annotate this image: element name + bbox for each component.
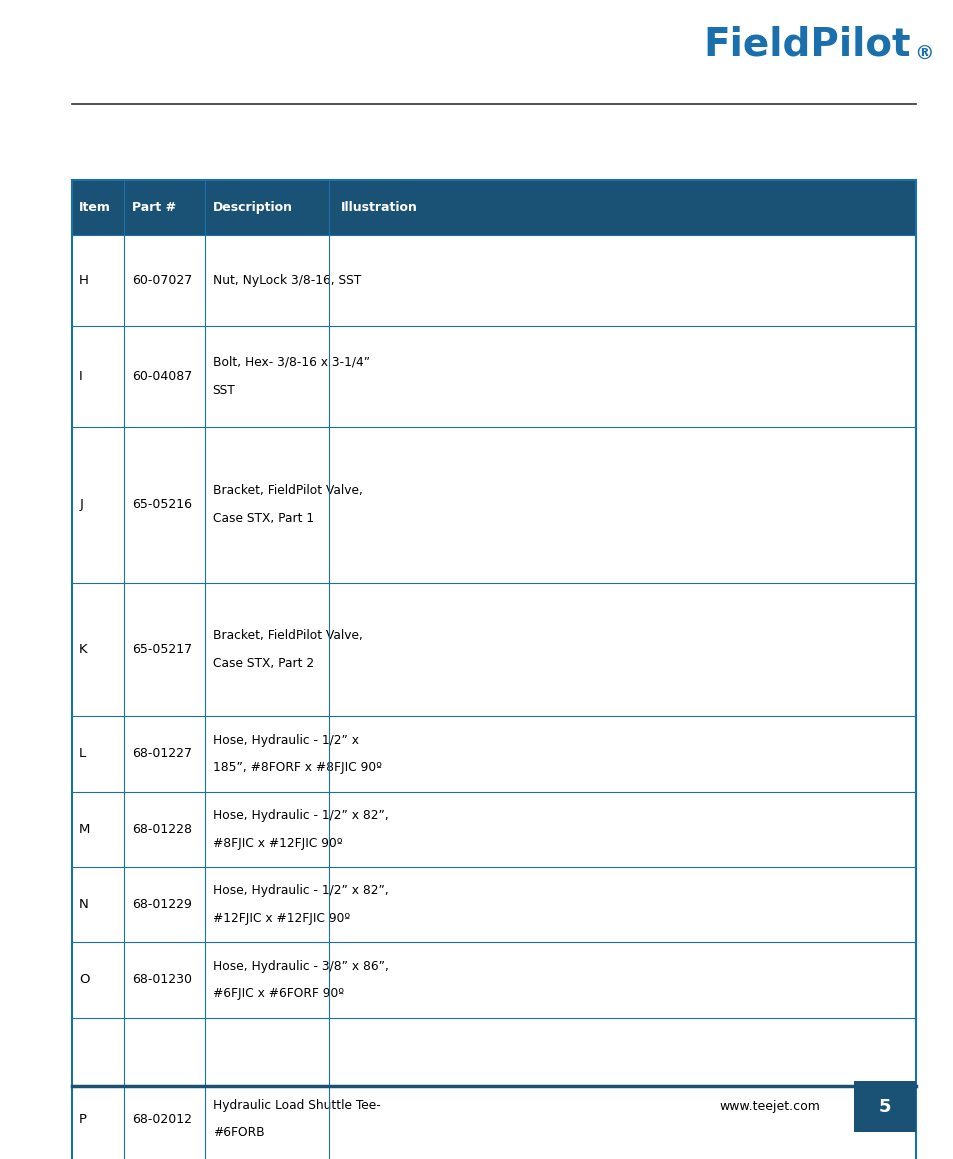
Text: N: N xyxy=(79,898,89,911)
Text: Bracket, FieldPilot Valve,: Bracket, FieldPilot Valve, xyxy=(213,484,362,497)
Text: #6FJIC x #6FORF 90º: #6FJIC x #6FORF 90º xyxy=(213,987,343,1000)
Text: 68-01227: 68-01227 xyxy=(132,748,192,760)
Text: 68-01228: 68-01228 xyxy=(132,823,192,836)
Bar xyxy=(71,583,915,716)
Bar xyxy=(71,427,915,583)
Text: ®: ® xyxy=(913,45,933,64)
Bar xyxy=(71,867,915,942)
Text: Bracket, FieldPilot Valve,: Bracket, FieldPilot Valve, xyxy=(213,629,362,642)
Text: Description: Description xyxy=(213,201,293,214)
Text: Hose, Hydraulic - 1/2” x 82”,: Hose, Hydraulic - 1/2” x 82”, xyxy=(213,809,388,822)
Text: 68-01230: 68-01230 xyxy=(132,974,192,986)
Bar xyxy=(71,235,915,326)
Text: Item: Item xyxy=(79,201,111,214)
Text: Bolt, Hex- 3/8-16 x 3-1/4”: Bolt, Hex- 3/8-16 x 3-1/4” xyxy=(213,356,370,369)
Bar xyxy=(71,792,915,867)
Text: Illustration: Illustration xyxy=(340,201,417,214)
Text: SST: SST xyxy=(213,384,235,396)
Text: Hose, Hydraulic - 1/2” x: Hose, Hydraulic - 1/2” x xyxy=(213,734,358,746)
Text: O: O xyxy=(79,974,90,986)
Text: #8FJIC x #12FJIC 90º: #8FJIC x #12FJIC 90º xyxy=(213,837,342,850)
Text: 68-01229: 68-01229 xyxy=(132,898,192,911)
Text: J: J xyxy=(79,498,83,511)
Text: H: H xyxy=(79,274,89,287)
Bar xyxy=(853,1081,915,1132)
Text: #6FORB: #6FORB xyxy=(213,1127,264,1139)
Text: 60-07027: 60-07027 xyxy=(132,274,192,287)
Text: 60-04087: 60-04087 xyxy=(132,370,192,382)
Bar xyxy=(71,942,915,1018)
Text: 65-05217: 65-05217 xyxy=(132,643,192,656)
Text: P: P xyxy=(79,1113,87,1125)
Text: Hose, Hydraulic - 3/8” x 86”,: Hose, Hydraulic - 3/8” x 86”, xyxy=(213,960,388,972)
Text: I: I xyxy=(79,370,83,382)
Bar xyxy=(71,716,915,792)
Text: K: K xyxy=(79,643,88,656)
Text: 185”, #8FORF x #8FJIC 90º: 185”, #8FORF x #8FJIC 90º xyxy=(213,761,381,774)
Text: FieldPilot: FieldPilot xyxy=(702,25,910,64)
Text: M: M xyxy=(79,823,91,836)
Bar xyxy=(71,180,915,1159)
Bar xyxy=(71,180,915,235)
Text: Hose, Hydraulic - 1/2” x 82”,: Hose, Hydraulic - 1/2” x 82”, xyxy=(213,884,388,897)
Text: www.teejet.com: www.teejet.com xyxy=(719,1100,820,1114)
Text: Nut, NyLock 3/8-16, SST: Nut, NyLock 3/8-16, SST xyxy=(213,274,360,287)
Text: L: L xyxy=(79,748,87,760)
Text: 5: 5 xyxy=(878,1098,891,1116)
Text: #12FJIC x #12FJIC 90º: #12FJIC x #12FJIC 90º xyxy=(213,912,350,925)
Text: Case STX, Part 2: Case STX, Part 2 xyxy=(213,657,314,670)
Text: Part #: Part # xyxy=(132,201,175,214)
Text: Hydraulic Load Shuttle Tee-: Hydraulic Load Shuttle Tee- xyxy=(213,1099,380,1111)
Text: 68-02012: 68-02012 xyxy=(132,1113,192,1125)
Bar xyxy=(71,1018,915,1159)
Text: 65-05216: 65-05216 xyxy=(132,498,192,511)
Bar xyxy=(71,326,915,427)
Text: Case STX, Part 1: Case STX, Part 1 xyxy=(213,512,314,525)
